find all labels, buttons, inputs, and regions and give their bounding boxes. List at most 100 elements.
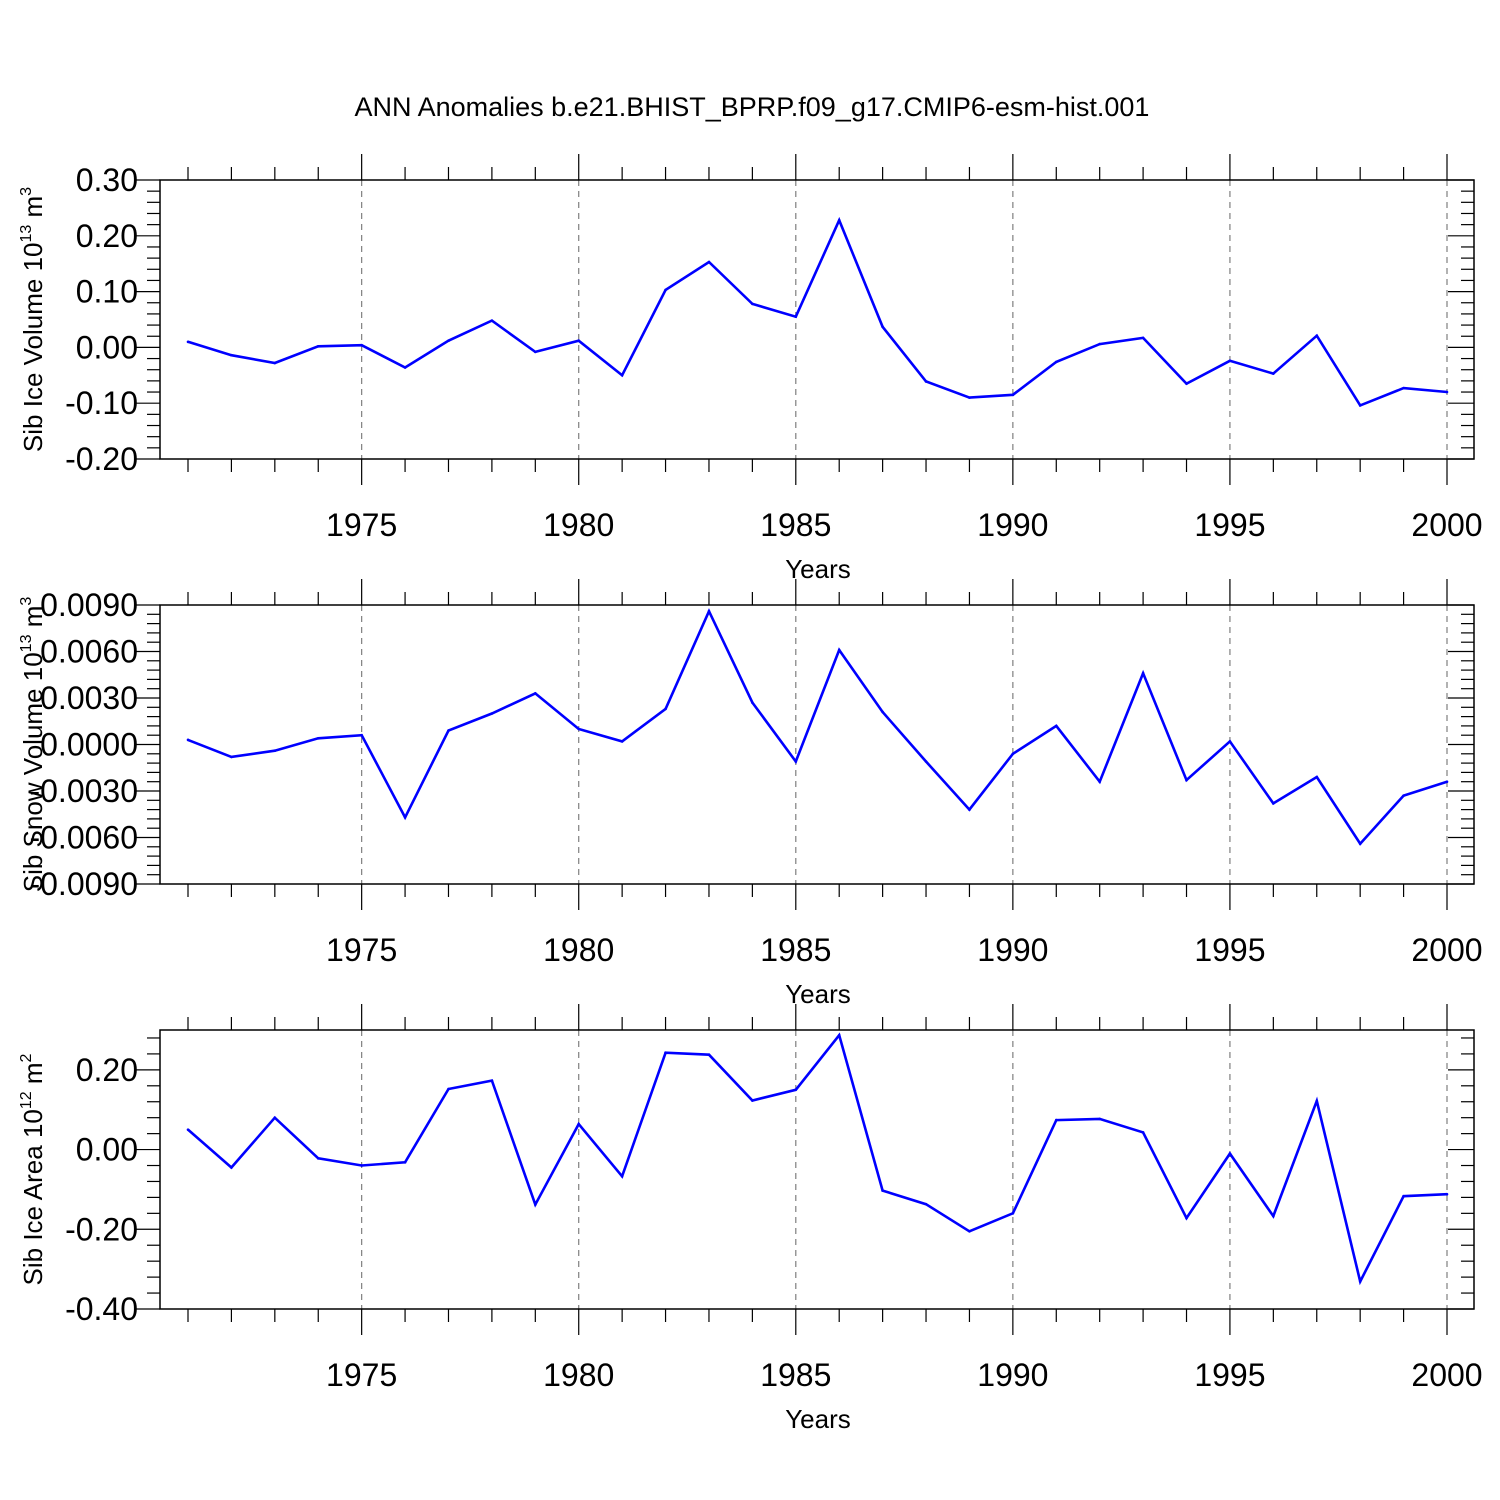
data-point <box>1228 1152 1232 1155</box>
data-point <box>1315 775 1319 779</box>
data-point <box>447 729 450 732</box>
x-tick-label: 1980 <box>543 507 614 543</box>
y-tick-label: 0.0060 <box>40 634 138 670</box>
data-point <box>707 260 711 264</box>
data-point <box>1445 390 1449 394</box>
y-tick-label: 0.0000 <box>40 727 138 763</box>
data-point <box>1185 382 1188 385</box>
y-axis-label: Sib Snow Volume 1013 m3 <box>18 597 48 893</box>
data-point <box>1054 360 1058 364</box>
y-axis-label-unit-exponent: 2 <box>18 1053 35 1062</box>
data-point <box>186 1128 190 1131</box>
data-point <box>968 396 971 399</box>
data-point <box>403 816 407 819</box>
data-point <box>273 361 277 365</box>
x-tick-label: 1995 <box>1194 932 1265 968</box>
data-point <box>968 808 971 811</box>
x-tick-label: 1985 <box>760 507 831 543</box>
data-point <box>968 1229 971 1233</box>
data-point <box>1402 386 1405 390</box>
data-point <box>1402 1194 1405 1198</box>
data-point <box>1054 724 1058 728</box>
data-point <box>837 648 841 652</box>
y-axis-label-exponent: 13 <box>18 634 35 652</box>
x-tick-label: 1985 <box>760 1357 831 1393</box>
data-point <box>1054 1118 1058 1122</box>
data-point <box>360 1164 363 1167</box>
panel-1: -0.20 -0.10 0.00 0.10 0.20 0.30 1975 1980 1985 19… <box>18 154 1483 584</box>
data-point <box>230 1166 233 1169</box>
data-point <box>447 1087 450 1091</box>
data-point <box>751 1099 754 1102</box>
data-point <box>664 1051 667 1055</box>
data-point <box>1358 1280 1362 1283</box>
y-axis-label-unit: m <box>18 196 48 225</box>
data-point <box>490 319 494 322</box>
data-point <box>924 760 928 763</box>
y-axis-label-exponent: 13 <box>18 225 35 243</box>
data-point <box>1098 342 1101 346</box>
y-axis-label-text: Sib Ice Area 10 <box>18 1109 48 1285</box>
data-point <box>316 1157 320 1160</box>
data-point <box>360 733 363 737</box>
plot-frame <box>159 179 1475 460</box>
panel-2: -0.0090 -0.0060 -0.0030 0.0000 0.0030 0.0060 0… <box>18 579 1483 1009</box>
data-point <box>1185 778 1188 782</box>
data-point <box>1141 336 1145 340</box>
data-point <box>924 1202 928 1206</box>
data-point <box>534 1203 537 1206</box>
data-point <box>1228 740 1232 743</box>
y-tick-label: 0.00 <box>76 1132 138 1168</box>
x-tick-label: 1975 <box>326 932 397 968</box>
x-tick-label: 1975 <box>326 507 397 543</box>
data-point <box>707 1053 711 1057</box>
x-tick-label: 2000 <box>1411 507 1482 543</box>
x-tick-label: 1985 <box>760 932 831 968</box>
data-point <box>1272 802 1275 805</box>
data-point <box>924 380 928 383</box>
x-tick-label: 1995 <box>1194 1357 1265 1393</box>
series-line <box>187 608 1448 846</box>
data-point <box>577 339 581 343</box>
y-tick-label: -0.20 <box>65 441 138 477</box>
y-tick-label: -0.40 <box>65 1291 138 1327</box>
y-axis-label-text: Sib Ice Volume 10 <box>18 243 48 453</box>
y-tick-label: -0.0030 <box>29 773 138 809</box>
data-point <box>1272 372 1275 375</box>
data-point <box>751 701 754 704</box>
y-tick-label: 0.20 <box>76 218 138 254</box>
data-point <box>490 712 494 715</box>
y-axis-label-unit-exponent: 3 <box>18 597 35 606</box>
data-point <box>881 710 884 714</box>
panel-3: -0.40 -0.20 0.00 0.20 1975 1980 1985 1990 1995 20… <box>18 1004 1483 1434</box>
data-point <box>1315 1099 1319 1103</box>
data-point <box>794 1088 798 1092</box>
data-point <box>1011 752 1015 756</box>
data-point <box>230 353 233 357</box>
data-point <box>1358 842 1362 845</box>
y-axis-label-text: Sib Snow Volume 10 <box>18 652 48 892</box>
data-point <box>1098 1117 1101 1121</box>
y-axis-label: Sib Ice Area 1012 m2 <box>18 1053 48 1285</box>
data-point <box>1098 780 1101 783</box>
data-point <box>534 350 537 354</box>
data-point <box>403 366 407 369</box>
data-point <box>403 1161 407 1164</box>
data-point <box>1402 794 1405 797</box>
data-point <box>316 737 320 740</box>
data-point <box>534 692 537 695</box>
y-axis-label-unit: m <box>18 606 48 635</box>
data-point <box>794 315 798 319</box>
data-point <box>751 302 754 306</box>
data-point <box>1315 334 1319 337</box>
x-tick-label: 1990 <box>977 932 1048 968</box>
data-point <box>230 755 233 759</box>
y-tick-label: 0.10 <box>76 274 138 310</box>
data-point <box>664 288 667 292</box>
data-point <box>273 749 277 752</box>
data-point <box>664 707 667 711</box>
data-point <box>837 1033 841 1037</box>
y-tick-label: 0.0090 <box>40 587 138 623</box>
